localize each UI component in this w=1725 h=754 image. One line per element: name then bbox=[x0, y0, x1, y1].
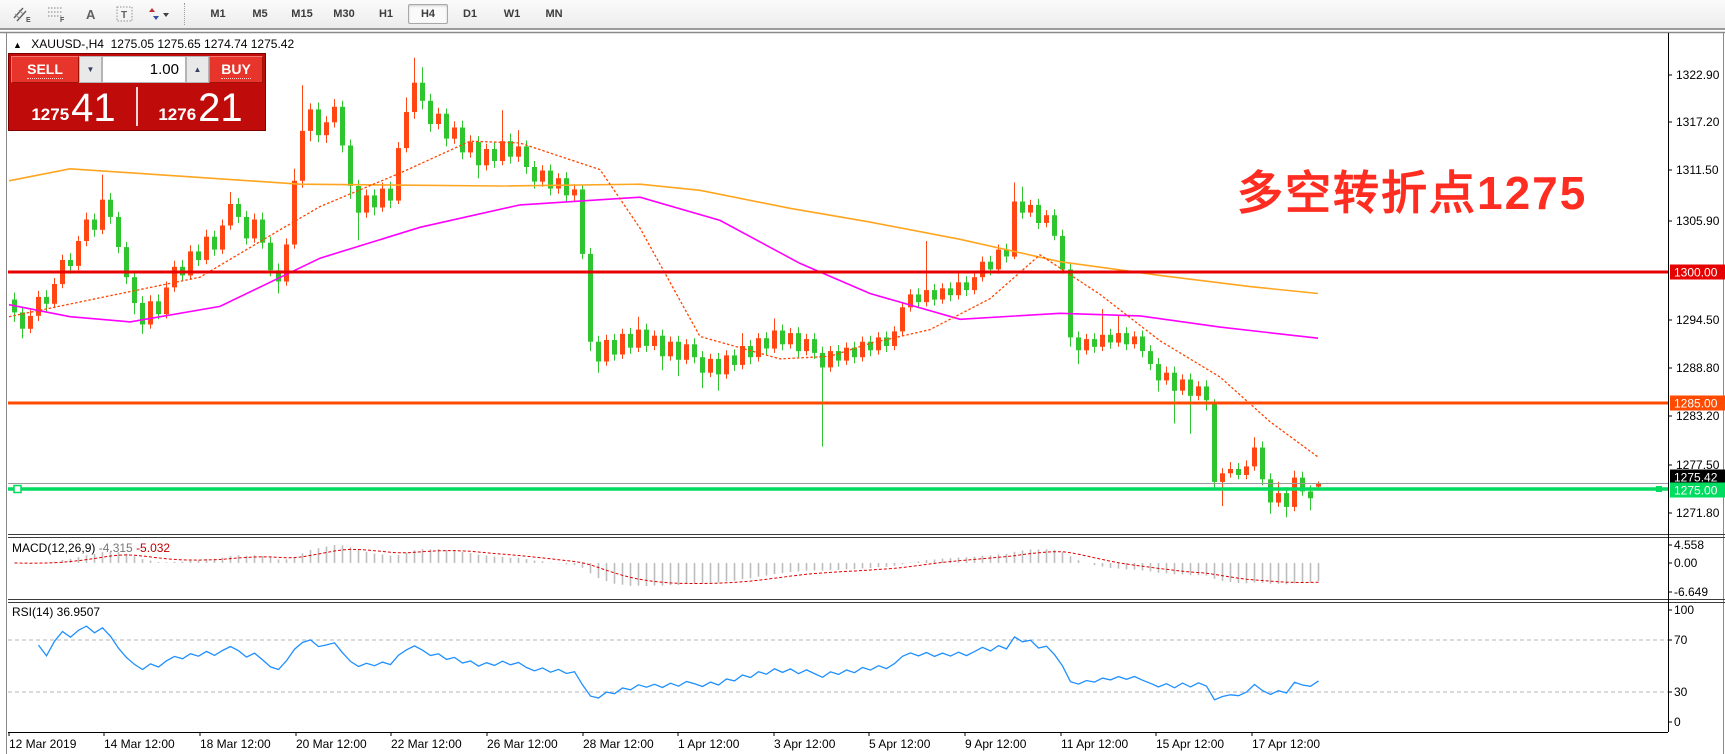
time-axis-label: 3 Apr 12:00 bbox=[774, 737, 836, 751]
time-axis-label: 22 Mar 12:00 bbox=[391, 737, 462, 751]
bid-price-badge-text: 1275.42 bbox=[1674, 471, 1718, 485]
time-axis-label: 9 Apr 12:00 bbox=[965, 737, 1027, 751]
line-selection-handle-right[interactable] bbox=[1656, 486, 1662, 492]
price-divider bbox=[136, 87, 138, 126]
svg-text:A: A bbox=[86, 7, 96, 22]
volume-input[interactable]: 1.00 bbox=[102, 56, 186, 83]
text-label-icon[interactable]: T bbox=[110, 1, 140, 27]
ma-mid-line bbox=[8, 196, 1319, 339]
ohlc-values: 1275.05 1275.65 1274.74 1275.42 bbox=[110, 37, 295, 51]
rsi-axis-label: 100 bbox=[1674, 603, 1694, 617]
fibonacci-retracement-icon[interactable]: F bbox=[42, 1, 72, 27]
time-axis-label: 17 Apr 12:00 bbox=[1252, 737, 1320, 751]
macd-histogram bbox=[21, 545, 1320, 586]
price-axis-label: 1277.50 bbox=[1676, 458, 1720, 472]
timeframe-button-m1[interactable]: M1 bbox=[210, 8, 226, 20]
price-badge-1285-text: 1285.00 bbox=[1674, 397, 1718, 411]
timeframe-button-mn[interactable]: MN bbox=[545, 8, 563, 20]
rsi-axis-label: 70 bbox=[1674, 633, 1688, 647]
buy-button[interactable]: BUY bbox=[209, 56, 263, 83]
timeframe-button-d1[interactable]: D1 bbox=[462, 8, 478, 20]
collapse-triangle-icon[interactable]: ▲ bbox=[13, 40, 22, 50]
time-axis-label: 5 Apr 12:00 bbox=[869, 737, 931, 751]
svg-text:F: F bbox=[60, 17, 65, 23]
price-axis-label: 1322.90 bbox=[1676, 68, 1720, 82]
price-axis-label: 1317.20 bbox=[1676, 115, 1720, 129]
timeframe-button-h1[interactable]: H1 bbox=[378, 8, 394, 20]
time-axis-label: 11 Apr 12:00 bbox=[1061, 737, 1128, 751]
one-click-trade-panel: SELL ▼ 1.00 ▲ BUY 1275 41 1276 21 bbox=[8, 53, 266, 131]
time-axis-label: 12 Mar 2019 bbox=[9, 737, 77, 751]
price-badge-1275-text: 1275.00 bbox=[1674, 484, 1718, 498]
price-axis-label: 1283.20 bbox=[1676, 409, 1720, 423]
arrow-objects-icon[interactable] bbox=[144, 1, 174, 27]
timeframe-button-h4[interactable]: H4 bbox=[408, 4, 448, 24]
rsi-line bbox=[37, 625, 1319, 701]
macd-signal-line bbox=[14, 548, 1319, 584]
price-axis-label: 1311.50 bbox=[1676, 163, 1719, 177]
candlestick-series bbox=[12, 57, 1321, 518]
price-badge-1275 bbox=[1670, 482, 1725, 498]
rsi-axis-label: 30 bbox=[1674, 685, 1688, 699]
time-axis-label: 28 Mar 12:00 bbox=[583, 737, 654, 751]
toolbar: E F A T M1 M5 M15 M30 H1 H4 D1 W1 MN bbox=[0, 0, 1725, 30]
sell-price-display[interactable]: 1275 41 bbox=[31, 86, 116, 131]
timeframe-button-m5[interactable]: M5 bbox=[252, 8, 268, 20]
timeframe-button-w1[interactable]: W1 bbox=[503, 8, 521, 20]
macd-axis-label: -6.649 bbox=[1674, 585, 1708, 599]
time-axis-label: 15 Apr 12:00 bbox=[1156, 737, 1224, 751]
bid-price-badge bbox=[1670, 469, 1725, 485]
toolbar-separator bbox=[184, 3, 191, 25]
price-badge-1300-text: 1300.00 bbox=[1674, 266, 1718, 280]
volume-increase-button[interactable]: ▲ bbox=[186, 56, 209, 83]
chart-header: ▲ XAUUSD-,H4 1275.05 1275.65 1274.74 127… bbox=[13, 37, 294, 51]
time-axis-label: 1 Apr 12:00 bbox=[678, 737, 740, 751]
timeframe-button-m15[interactable]: M15 bbox=[291, 8, 313, 20]
price-badge-1285 bbox=[1670, 395, 1725, 411]
line-selection-handle-left[interactable] bbox=[13, 484, 22, 494]
timeframe-button-m30[interactable]: M30 bbox=[333, 8, 355, 20]
time-axis-label: 18 Mar 12:00 bbox=[200, 737, 271, 751]
rsi-axis-label: 0 bbox=[1674, 715, 1681, 729]
macd-label: MACD(12,26,9) -4.315 -5.032 bbox=[12, 541, 170, 555]
svg-text:E: E bbox=[26, 17, 31, 23]
sell-button[interactable]: SELL bbox=[11, 56, 79, 83]
ma-fast-line bbox=[8, 140, 1319, 458]
volume-decrease-button[interactable]: ▼ bbox=[79, 56, 102, 83]
time-axis-label: 26 Mar 12:00 bbox=[487, 737, 558, 751]
price-axis-label: 1271.80 bbox=[1676, 506, 1720, 520]
time-axis-label: 14 Mar 12:00 bbox=[104, 737, 175, 751]
price-axis-label: 1294.50 bbox=[1676, 313, 1720, 327]
price-badge-1300 bbox=[1670, 264, 1725, 280]
chart-window-background bbox=[0, 33, 1725, 754]
rsi-label: RSI(14) 36.9507 bbox=[12, 605, 100, 619]
svg-text:T: T bbox=[121, 10, 127, 21]
macd-axis-label: 0.00 bbox=[1674, 556, 1698, 570]
chart-text-annotation[interactable]: 多空转折点1275 bbox=[1237, 167, 1588, 219]
time-axis-label: 20 Mar 12:00 bbox=[296, 737, 367, 751]
equidistant-channel-icon[interactable]: E bbox=[8, 1, 38, 27]
text-icon[interactable]: A bbox=[76, 1, 106, 27]
price-axis-label: 1305.90 bbox=[1676, 214, 1720, 228]
buy-price-display[interactable]: 1276 21 bbox=[158, 86, 243, 131]
price-axis-label: 1288.80 bbox=[1676, 361, 1720, 375]
symbol-period-label: XAUUSD-,H4 bbox=[31, 37, 104, 51]
macd-axis-label: 4.558 bbox=[1674, 538, 1704, 552]
